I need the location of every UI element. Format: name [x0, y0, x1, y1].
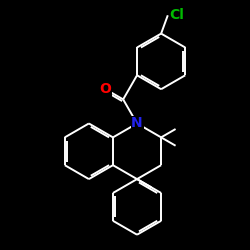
Text: O: O	[99, 82, 111, 96]
Text: Cl: Cl	[169, 8, 184, 22]
Text: N: N	[131, 116, 143, 130]
